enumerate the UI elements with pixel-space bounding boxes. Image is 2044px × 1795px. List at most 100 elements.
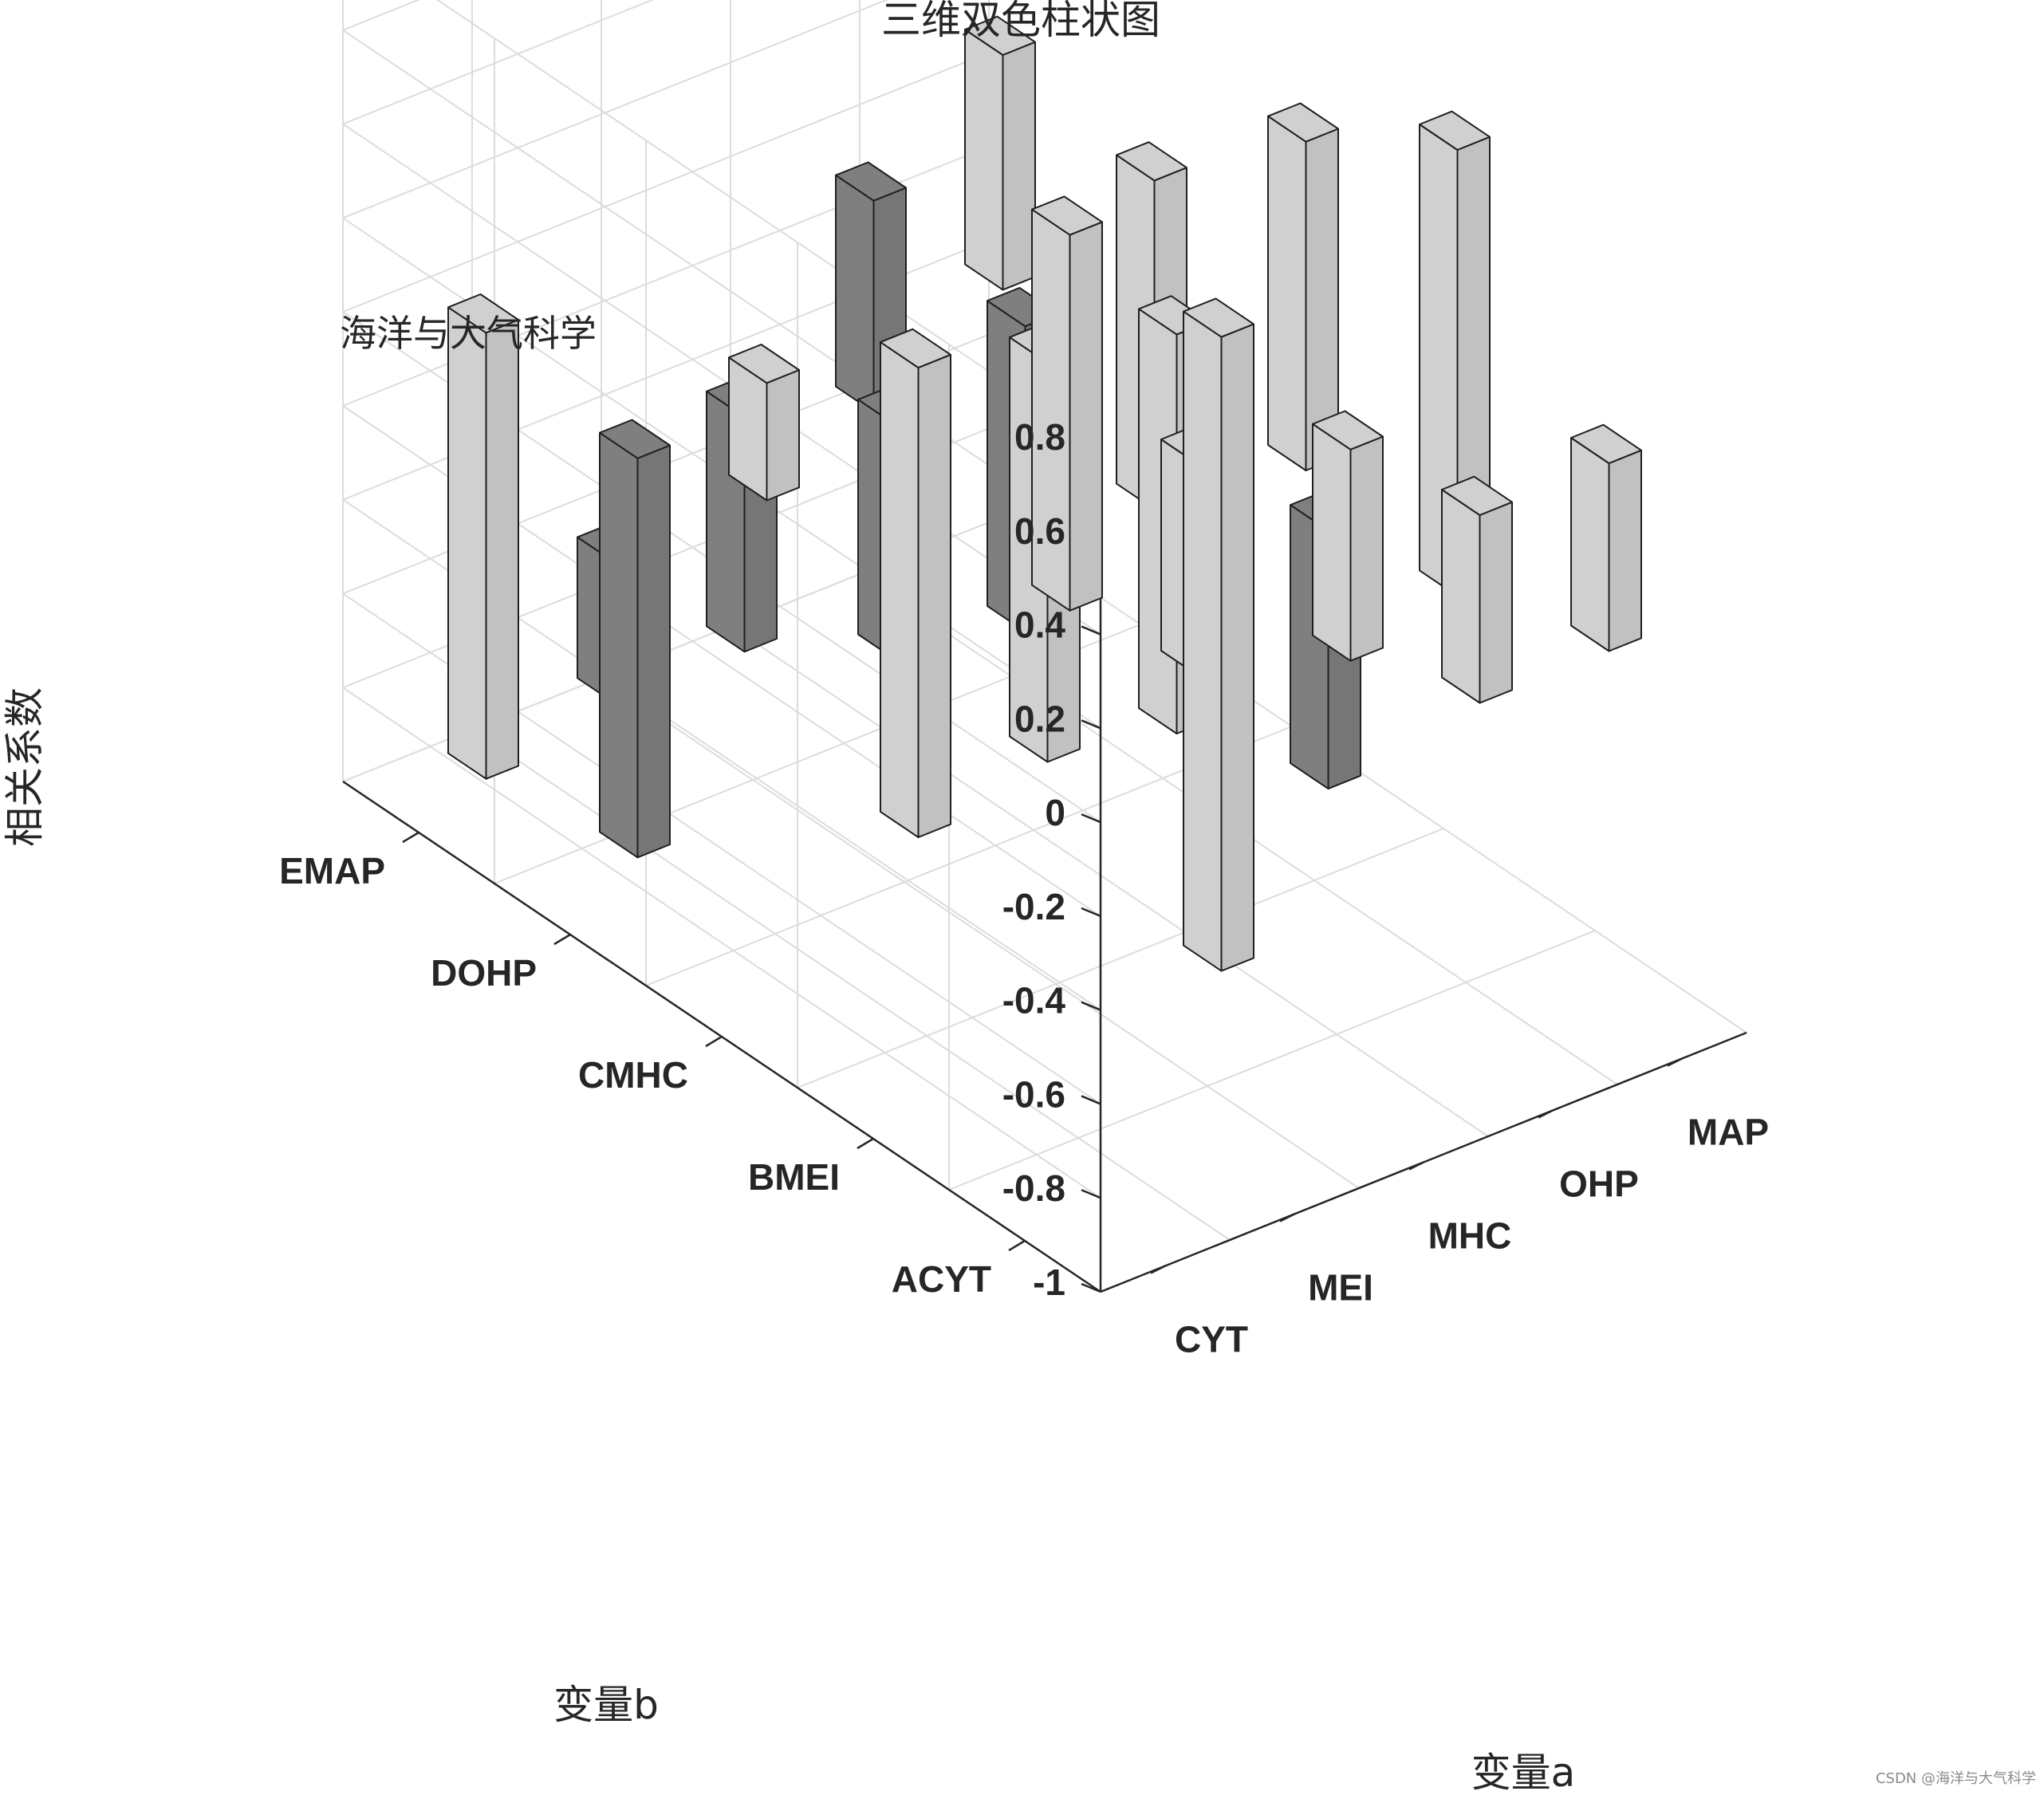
x-axis-tick [1408,1161,1424,1171]
bar-face-top [880,328,951,369]
x-tick-label: OHP [1559,1163,1639,1205]
bar-face-side [1441,489,1481,704]
grid-line-side-wall-z [342,123,1101,636]
bar [1267,102,1339,471]
y-tick-label: DOHP [431,952,537,994]
x-axis-tick [1538,1109,1554,1119]
chart-title: 三维双色柱状图 [881,0,1160,43]
bar-face-top [728,344,800,384]
bar [1183,297,1254,972]
bar [964,15,1036,291]
bar [1312,410,1384,662]
grid-line-floor-y [948,930,1596,1191]
grid-line-floor-y [797,828,1444,1088]
y-axis-tick [857,1137,874,1150]
bar-face-top [1267,102,1339,143]
y-axis-tick [1008,1239,1026,1252]
bar-face-top [964,15,1036,56]
y-axis-title: 变量b [553,1682,659,1728]
bar-face-front [1479,501,1513,704]
bar-face-side [1570,437,1610,652]
z-tick-label: 0.6 [1014,510,1065,552]
bar-face-front [1349,435,1384,662]
z-axis-title: 相关系数 [2,687,48,847]
z-tick-label: 0 [1045,792,1065,833]
z-axis-tick [1081,625,1101,636]
z-axis-tick [1081,1001,1101,1011]
z-tick-label: -0.8 [1002,1167,1065,1209]
chart-annotation: 海洋与大气科学 [340,312,597,355]
grid-line-floor-x [601,677,1360,1189]
bar-face-top [1183,297,1254,338]
bar [880,328,951,838]
bar-face-top [447,293,519,334]
grid-line-floor-x [988,522,1747,1033]
bar-face-side [964,29,1004,291]
bar-face-front [1002,41,1036,291]
x-axis-tick [1279,1213,1295,1222]
z-axis-tick [1081,813,1101,824]
z-tick-label: 0.8 [1014,416,1065,458]
y-axis-tick [402,831,419,844]
bar-face-top [1031,195,1103,236]
x-tick-label: MEI [1308,1267,1373,1309]
y-tick-label: EMAP [279,850,385,892]
x-axis-tick [1150,1265,1166,1274]
bar-face-side [447,306,487,780]
bar [1031,195,1103,612]
z-tick-label: 0.2 [1014,698,1065,739]
grid-line-side-wall-z [342,29,1101,541]
bar [447,293,519,780]
y-tick-label: ACYT [892,1258,991,1300]
bar-face-top [1570,423,1642,464]
bar-face-front [1220,323,1254,972]
y-axis-tick [705,1035,723,1048]
bar-face-front [485,319,519,780]
bar [1570,423,1642,652]
bar [1441,475,1513,704]
bar-face-top [1312,410,1384,451]
grid-line-floor-x [730,625,1489,1137]
bar-face-side [1312,423,1352,662]
bar-face-top [1441,475,1513,516]
z-tick-label: -0.6 [1002,1073,1065,1115]
x-tick-label: CYT [1175,1319,1248,1360]
z-axis-tick [1081,719,1101,730]
grid-line-back-wall-z [342,0,888,219]
bar-face-front [1069,221,1103,612]
bar-face-side [1183,310,1223,972]
bar-face-top [1419,110,1491,151]
bar-face-top [1116,141,1187,182]
x-tick-label: MHC [1428,1215,1512,1257]
bar-face-front [636,444,671,859]
x-axis-title: 变量a [1471,1750,1576,1795]
z-tick-label: -1 [1033,1262,1065,1303]
bar [599,419,671,859]
z-axis-tick [1081,907,1101,918]
bars-layer [447,15,1642,972]
bar-face-side [835,174,875,413]
bar-face-side [1267,115,1307,471]
z-tick-label: 0.4 [1014,604,1065,646]
grid-line-side-wall-z [435,0,1101,447]
x-axis-tick [1667,1057,1683,1067]
bar-face-front [766,369,800,502]
bar [728,344,800,502]
bar-face-side [599,431,639,859]
bar-face-front [1608,449,1642,652]
y-axis-tick [553,933,571,946]
x-tick-label: MAP [1688,1112,1769,1153]
watermark: CSDN @海洋与大气科学 [1876,1770,2036,1787]
bar-face-side [880,341,920,838]
bar-face-top [835,161,907,202]
grid-line-back-wall-z [342,52,990,313]
grid-line-side-wall-z [342,687,1101,1199]
grid-line-back-wall-z [342,0,655,125]
z-axis-tick [1081,1095,1101,1105]
z-axis-tick [1081,1189,1101,1199]
bar-face-top [599,419,671,459]
bar-face-front [917,353,951,838]
grid-line-floor-x [471,729,1231,1241]
y-tick-label: BMEI [748,1156,840,1198]
